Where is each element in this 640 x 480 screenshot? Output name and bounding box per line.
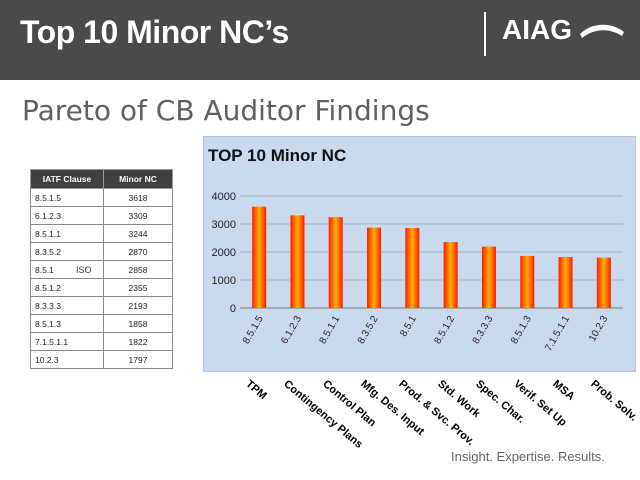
category-label: TPM — [243, 378, 269, 403]
value-cell: 1797 — [103, 350, 173, 369]
page-title: Top 10 Minor NC’s — [20, 14, 289, 50]
x-tick-label: 8.5.1.3 — [509, 314, 534, 346]
table-row: 8.5.1.3 1858 — [30, 314, 173, 333]
x-tick-label: 7.1.5.1.1 — [543, 314, 572, 354]
aiag-logo: AIAG — [502, 14, 572, 45]
clause-cell: 8.5.1.5 — [30, 188, 104, 207]
category-label: MSA — [549, 378, 577, 403]
value-cell: 3309 — [103, 206, 173, 225]
bar — [367, 227, 382, 308]
clause-cell: 10.2.3 — [30, 350, 104, 369]
value-cell: 3244 — [103, 224, 173, 243]
y-tick-label: 0 — [230, 303, 236, 315]
table-row: 8.5.1 2858 — [30, 260, 173, 279]
x-tick-label: 8.5.1.2 — [432, 314, 457, 346]
table-row: 7.1.5.1.1 1822 — [30, 332, 173, 351]
header-bar — [0, 0, 640, 80]
table-row: 8.3.3.3 2193 — [30, 296, 173, 315]
table-header-minor-nc: Minor NC — [103, 169, 173, 189]
table-row: 8.5.1.5 3618 — [30, 188, 173, 207]
x-tick-label: 6.1.2.3 — [279, 314, 304, 346]
category-label: Mfg. Des. Input — [358, 378, 427, 438]
minor-nc-table: IATF Clause Minor NC 8.5.1.5 3618 6.1.2.3… — [30, 169, 173, 369]
iso-note: ISO — [76, 265, 92, 275]
chart-panel — [203, 136, 636, 372]
table-header-clause: IATF Clause — [30, 169, 104, 189]
clause-cell: 8.5.1 — [30, 260, 104, 279]
y-tick-label: 2000 — [212, 247, 236, 259]
clause-cell: 8.3.5.2 — [30, 242, 104, 261]
x-tick-label: 8.3.3.3 — [471, 314, 496, 346]
x-tick-label: 8.5.1.1 — [318, 314, 343, 346]
table-row: 6.1.2.3 3309 — [30, 206, 173, 225]
bar-chart: 0 1000 2000 3000 4000 8.5.1.5 6.1.2.3 8.5.1.1 8.… — [212, 191, 623, 354]
clause-cell: 8.5.1.1 — [30, 224, 104, 243]
clause-cell: 6.1.2.3 — [30, 206, 104, 225]
y-tick-label: 3000 — [212, 219, 236, 231]
x-tick-label: 8.5.1 — [398, 314, 419, 339]
value-cell: 2870 — [103, 242, 173, 261]
logo-swoosh-icon — [580, 24, 624, 38]
x-tick-label: 8.5.1.5 — [241, 314, 266, 346]
bar — [290, 215, 305, 308]
bar — [481, 246, 496, 308]
table-row: 10.2.3 1797 — [30, 350, 173, 369]
tagline: Insight. Expertise. Results. — [451, 449, 605, 464]
chart-title: TOP 10 Minor NC — [208, 146, 347, 165]
table-row: 8.5.1.2 2355 — [30, 278, 173, 297]
bar — [596, 257, 611, 308]
value-cell: 2858 — [103, 260, 173, 279]
value-cell: 2355 — [103, 278, 173, 297]
x-tick-label: 8.3.5.2 — [356, 314, 381, 346]
table-row: 8.5.1.1 3244 — [30, 224, 173, 243]
table-row: 8.3.5.2 2870 — [30, 242, 173, 261]
category-label: Prob. Solv. — [588, 378, 640, 424]
header-divider — [484, 12, 486, 56]
value-cell: 2193 — [103, 296, 173, 315]
y-tick-label: 1000 — [212, 275, 236, 287]
bar — [252, 206, 267, 308]
clause-cell: 7.1.5.1.1 — [30, 332, 104, 351]
slide-subtitle: Pareto of CB Auditor Findings — [22, 94, 430, 127]
value-cell: 3618 — [103, 188, 173, 207]
clause-cell: 8.5.1.2 — [30, 278, 104, 297]
y-tick-label: 4000 — [212, 191, 236, 203]
bar — [520, 255, 535, 308]
x-tick-label: 10.2.3 — [587, 314, 611, 344]
clause-cell: 8.3.3.3 — [30, 296, 104, 315]
value-cell: 1822 — [103, 332, 173, 351]
bar — [405, 227, 420, 308]
value-cell: 1858 — [103, 314, 173, 333]
bar — [443, 242, 458, 308]
clause-cell: 8.5.1.3 — [30, 314, 104, 333]
bar — [558, 256, 573, 308]
bar — [328, 217, 343, 308]
